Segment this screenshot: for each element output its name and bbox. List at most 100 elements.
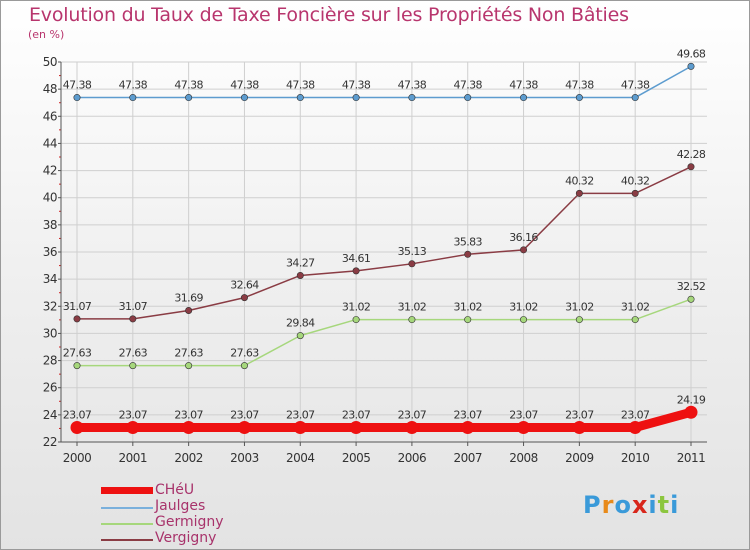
logo-letter: x <box>631 491 649 519</box>
data-point <box>240 362 248 370</box>
data-point <box>129 315 137 323</box>
data-label: 35.13 <box>398 245 427 258</box>
data-point <box>352 316 360 324</box>
gridlines <box>61 61 707 443</box>
legend-swatch-germigny <box>101 523 153 525</box>
data-label: 31.07 <box>119 300 148 313</box>
data-label: 23.07 <box>621 408 650 421</box>
data-point <box>687 62 695 70</box>
data-label: 23.07 <box>453 408 482 421</box>
data-point <box>517 420 531 434</box>
y-tick-label: 24 <box>43 408 57 422</box>
data-label: 31.02 <box>621 301 650 314</box>
data-point <box>520 316 528 324</box>
y-tick-label: 48 <box>43 82 57 96</box>
data-label: 31.02 <box>453 301 482 314</box>
data-point <box>464 250 472 258</box>
data-point <box>185 362 193 370</box>
data-label: 40.32 <box>621 174 650 187</box>
data-point <box>684 405 698 419</box>
x-tick-label: 2005 <box>342 451 371 465</box>
data-point <box>73 315 81 323</box>
data-point <box>405 420 419 434</box>
data-label: 32.52 <box>677 280 706 293</box>
unit-label: (en %) <box>28 28 65 41</box>
series-line-germigny <box>76 298 692 367</box>
data-point <box>240 294 248 302</box>
data-label: 40.32 <box>565 174 594 187</box>
data-point <box>464 94 472 102</box>
data-label: 23.07 <box>63 408 92 421</box>
data-label: 47.38 <box>565 79 594 92</box>
data-label: 23.07 <box>565 408 594 421</box>
data-point <box>349 420 363 434</box>
y-tick-label: 30 <box>43 326 57 340</box>
x-tick-label: 2003 <box>230 451 259 465</box>
data-point <box>461 420 475 434</box>
data-point <box>408 316 416 324</box>
data-point <box>73 94 81 102</box>
data-point <box>631 189 639 197</box>
logo-letter: r <box>601 491 615 519</box>
x-tick-label: 2004 <box>286 451 315 465</box>
data-label: 47.38 <box>230 79 259 92</box>
data-label: 23.07 <box>174 408 203 421</box>
data-point <box>408 94 416 102</box>
y-tick-label: 42 <box>43 164 57 178</box>
y-tick-label: 32 <box>43 299 57 313</box>
data-point <box>352 94 360 102</box>
data-label: 27.63 <box>119 347 148 360</box>
legend-swatch-jaulges <box>101 507 153 509</box>
data-label: 31.02 <box>398 301 427 314</box>
legend-item-germigny[interactable]: Germigny <box>101 514 301 531</box>
data-label: 24.19 <box>677 393 706 406</box>
data-point <box>296 271 304 279</box>
data-label: 42.28 <box>677 148 706 161</box>
data-label: 47.38 <box>398 79 427 92</box>
data-label: 31.02 <box>565 301 594 314</box>
x-tick-label: 2006 <box>398 451 427 465</box>
data-point <box>575 189 583 197</box>
series-line-chéu <box>72 407 696 432</box>
data-point <box>73 362 81 370</box>
data-label: 27.63 <box>174 347 203 360</box>
data-label: 31.02 <box>509 301 538 314</box>
data-labels: 47.38 47.38 47.38 47.38 47.38 47.38 47.38 47.38… <box>63 47 707 421</box>
data-point <box>628 420 642 434</box>
data-label: 35.83 <box>453 235 482 248</box>
y-tick-label: 44 <box>43 136 57 150</box>
data-label: 27.63 <box>230 347 259 360</box>
series-line-jaulges <box>76 65 692 99</box>
proxiti-logo[interactable]: Proxiti <box>583 491 679 519</box>
data-point <box>464 316 472 324</box>
y-tick-label: 40 <box>43 191 57 205</box>
data-point <box>687 295 695 303</box>
logo-letter: t <box>657 491 671 519</box>
data-label: 23.07 <box>342 408 371 421</box>
legend-item-jaulges[interactable]: Jaulges <box>101 498 301 515</box>
data-point <box>520 94 528 102</box>
data-point <box>572 420 586 434</box>
x-tick-label: 2007 <box>453 451 482 465</box>
legend-label-vergigny: Vergigny <box>155 530 217 546</box>
data-label: 31.07 <box>63 300 92 313</box>
legend: CHéU Jaulges Germigny Vergigny <box>101 482 301 547</box>
data-label: 23.07 <box>119 408 148 421</box>
logo-letter: P <box>583 491 602 519</box>
data-label: 47.38 <box>621 79 650 92</box>
data-point <box>293 420 307 434</box>
legend-item-vergigny[interactable]: Vergigny <box>101 530 301 547</box>
data-point <box>70 420 84 434</box>
data-label: 47.38 <box>174 79 203 92</box>
data-point <box>126 420 140 434</box>
legend-item-cheu[interactable]: CHéU <box>101 482 301 499</box>
axes: 22 24 26 28 30 32 34 36 38 40 42 44 46 48 50 2000 2001 20… <box>43 55 707 465</box>
data-point <box>185 306 193 314</box>
x-tick-label: 2010 <box>621 451 650 465</box>
legend-label-germigny: Germigny <box>155 514 224 530</box>
data-label: 27.63 <box>63 347 92 360</box>
data-label: 47.38 <box>509 79 538 92</box>
chart-title: Evolution du Taux de Taxe Foncière sur l… <box>29 4 629 26</box>
data-point <box>575 94 583 102</box>
